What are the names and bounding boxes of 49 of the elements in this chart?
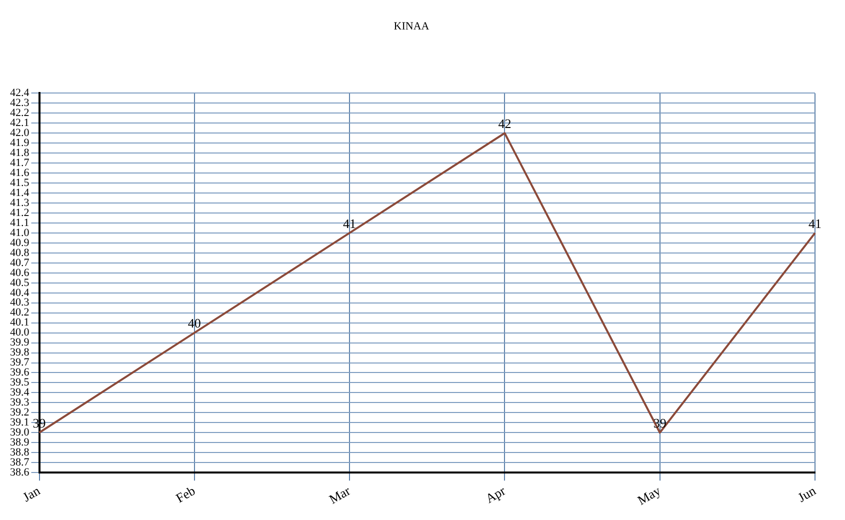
y-tick-label: 39.7 [10,356,30,369]
y-tick-label: 41.6 [10,166,30,179]
x-tick-label: Jan [20,482,43,505]
y-tick-label: 42.0 [10,127,30,140]
data-label: 42 [498,116,512,132]
y-tick-label: 38.7 [10,456,30,468]
y-tick-label: 39.0 [10,426,30,439]
y-tick-label: 39.4 [10,386,30,399]
y-tick-label: 40.1 [10,316,30,329]
y-tick-label: 41.5 [10,176,30,189]
x-tick-label: Mar [326,482,354,507]
y-tick-label: 39.6 [10,366,30,379]
y-tick-label: 38.8 [10,446,30,458]
y-tick-label: 41.0 [10,226,30,239]
y-tick-label: 40.6 [10,266,30,279]
y-tick-label: 42.3 [10,97,30,110]
y-tick-label: 42.4 [10,87,30,100]
y-tick-label: 39.2 [10,406,30,419]
data-label: 41 [343,216,356,231]
y-tick-label: 40.8 [10,246,30,259]
y-tick-label: 39.1 [10,416,30,429]
y-tick-label: 41.4 [10,186,30,199]
y-tick-label: 38.6 [10,466,30,478]
x-tick-label: Apr [482,482,508,506]
y-tick-label: 41.8 [10,146,30,159]
y-tick-label: 40.2 [10,306,30,319]
y-tick-label: 39.9 [10,336,30,349]
y-tick-label: 40.5 [10,276,30,289]
y-tick-label: 40.3 [10,296,30,309]
x-tick-label: Jun [795,482,819,505]
y-tick-label: 41.9 [10,137,30,150]
y-tick-label: 39.3 [10,396,30,409]
y-tick-label: 39.5 [10,376,30,389]
y-tick-label: 40.0 [10,326,30,339]
y-tick-label: 41.2 [10,206,30,219]
y-tick-label: 40.7 [10,256,30,269]
y-tick-label: 40.4 [10,286,30,299]
x-tick-label: Feb [173,482,198,506]
y-tick-label: 41.7 [10,156,30,169]
y-tick-label: 40.9 [10,236,30,249]
x-tick-label: May [634,482,664,508]
chart-title: KINAA [394,20,430,32]
y-tick-label: 38.9 [10,436,30,449]
y-tick-label: 42.2 [10,107,30,120]
y-tick-label: 41.3 [10,196,30,209]
data-label: 40 [188,316,201,331]
y-tick-label: 41.1 [10,216,30,229]
y-tick-label: 42.1 [10,117,30,130]
y-tick-label: 39.8 [10,346,30,359]
